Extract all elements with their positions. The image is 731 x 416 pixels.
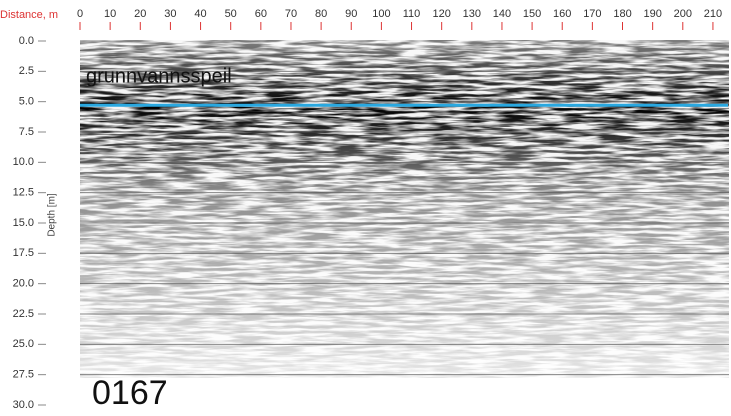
x-tick-label: 120 xyxy=(432,8,450,20)
x-tick-label: 100 xyxy=(372,8,390,20)
y-tick-label: 5.0 xyxy=(19,96,34,108)
x-tick-label: 80 xyxy=(315,8,327,20)
y-tick-label: 17.5 xyxy=(13,247,34,259)
x-tick-label: 70 xyxy=(285,8,297,20)
x-tick-label: 10 xyxy=(104,8,116,20)
profile-label: 0167 xyxy=(92,374,168,412)
y-tick-label: 30.0 xyxy=(13,399,34,411)
x-axis-title: Distance, m xyxy=(0,9,58,21)
y-tick-label: 7.5 xyxy=(19,126,34,138)
x-tick-label: 40 xyxy=(194,8,206,20)
x-tick-label: 190 xyxy=(643,8,661,20)
x-tick-label: 180 xyxy=(613,8,631,20)
x-tick-label: 150 xyxy=(523,8,541,20)
x-tick-label: 170 xyxy=(583,8,601,20)
y-axis-title: Depth [m] xyxy=(47,193,58,237)
x-tick-label: 0 xyxy=(77,8,83,20)
x-tick-label: 50 xyxy=(225,8,237,20)
x-tick-label: 200 xyxy=(674,8,692,20)
y-tick-label: 15.0 xyxy=(13,217,34,229)
x-tick-label: 210 xyxy=(704,8,722,20)
x-tick-label: 30 xyxy=(164,8,176,20)
x-tick-label: 60 xyxy=(255,8,267,20)
y-tick-label: 27.5 xyxy=(13,369,34,381)
x-tick-label: 20 xyxy=(134,8,146,20)
grid xyxy=(80,70,729,376)
y-tick-label: 12.5 xyxy=(13,187,34,199)
y-tick-label: 20.0 xyxy=(13,278,34,290)
x-tick-label: 130 xyxy=(463,8,481,20)
x-tick-label: 90 xyxy=(345,8,357,20)
y-tick-label: 2.5 xyxy=(19,65,34,77)
x-tick-label: 160 xyxy=(553,8,571,20)
radargram-fade xyxy=(80,40,729,378)
x-tick-label: 140 xyxy=(493,8,511,20)
y-tick-label: 22.5 xyxy=(13,308,34,320)
x-tick-label: 110 xyxy=(403,8,421,20)
water-table-label: grunnvannsspeil xyxy=(86,65,232,87)
y-tick-label: 25.0 xyxy=(13,338,34,350)
y-tick-label: 10.0 xyxy=(13,156,34,168)
y-tick-label: 0.0 xyxy=(19,35,34,47)
